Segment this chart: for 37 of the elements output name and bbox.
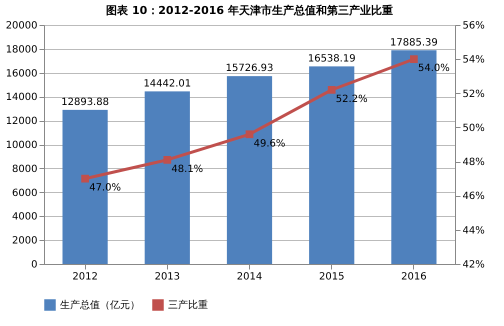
y-tick-label: 0 xyxy=(31,260,38,270)
x-tick-label: 2013 xyxy=(154,272,180,282)
data-label: 15726.93 xyxy=(226,63,274,74)
x-tick-label: 2012 xyxy=(72,272,98,282)
y2-tick-label: 56% xyxy=(462,20,485,32)
point xyxy=(410,55,418,64)
y-tick-label: 4000 xyxy=(12,212,38,223)
y2-tick-label: 42% xyxy=(462,260,485,270)
data-label: 12893.88 xyxy=(61,96,109,108)
legend-label: 生产总值（亿元） xyxy=(60,299,140,311)
y-tick-label: 18000 xyxy=(6,44,38,56)
y-tick-label: 16000 xyxy=(6,68,38,80)
y-tick-label: 2000 xyxy=(12,236,38,247)
y2-tick-label: 44% xyxy=(462,225,485,236)
point xyxy=(328,86,336,94)
y-tick-label: 6000 xyxy=(12,188,38,199)
point xyxy=(246,130,254,138)
data-label: 17885.39 xyxy=(390,37,438,48)
y-tick-label: 20000 xyxy=(6,20,38,32)
y2-tick-label: 50% xyxy=(462,122,485,134)
data-label: 14442.01 xyxy=(143,78,192,90)
y-tick-label: 8000 xyxy=(12,164,38,175)
point xyxy=(163,156,172,164)
y-tick-label: 14000 xyxy=(6,92,38,104)
y-tick-label: 12000 xyxy=(6,116,38,128)
y-tick-label: 10000 xyxy=(6,140,38,151)
x-tick-label: 2014 xyxy=(236,272,262,282)
data-label: 16538.19 xyxy=(308,53,356,64)
x-tick-label: 2016 xyxy=(401,272,427,282)
y2-tick-label: 46% xyxy=(462,191,485,202)
y2-tick-label: 54% xyxy=(462,54,485,66)
legend-label: 三产比重 xyxy=(168,299,208,311)
point xyxy=(81,174,89,183)
y2-tick-label: 48% xyxy=(462,157,485,168)
x-tick-label: 2015 xyxy=(318,272,344,282)
chart-title: 图表 10：2012-2016 年天津市生产总值和第三产业比重 xyxy=(106,4,393,17)
y2-tick-label: 52% xyxy=(462,88,485,100)
